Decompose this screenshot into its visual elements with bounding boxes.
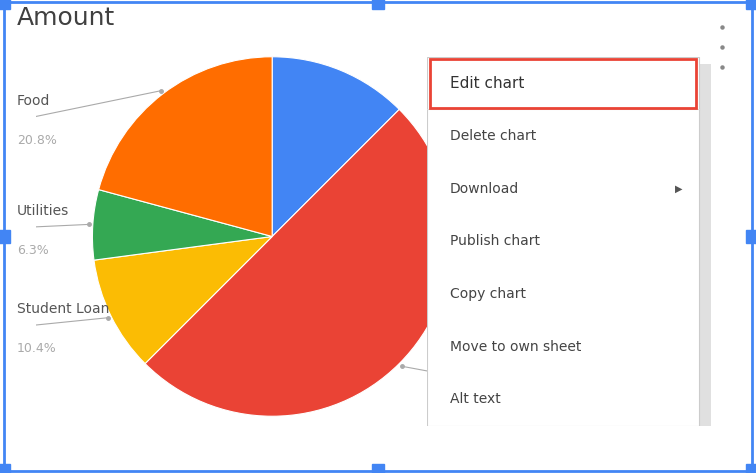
FancyBboxPatch shape xyxy=(432,64,711,433)
FancyBboxPatch shape xyxy=(430,59,696,108)
Text: Copy chart: Copy chart xyxy=(450,287,526,301)
Text: Delete chart: Delete chart xyxy=(450,129,536,143)
Text: Move to own sheet: Move to own sheet xyxy=(450,340,581,354)
Text: Food: Food xyxy=(17,94,50,108)
Wedge shape xyxy=(98,57,272,236)
Wedge shape xyxy=(272,57,399,236)
Text: Amount: Amount xyxy=(17,6,115,30)
Wedge shape xyxy=(145,109,452,416)
FancyBboxPatch shape xyxy=(427,57,699,426)
Text: ▶: ▶ xyxy=(675,184,682,193)
Text: Rent: Rent xyxy=(501,364,533,378)
Text: Publish chart: Publish chart xyxy=(450,234,540,248)
Text: 50.0%: 50.0% xyxy=(493,405,533,418)
Text: Student Loan: Student Loan xyxy=(17,302,109,316)
Text: Download: Download xyxy=(450,182,519,195)
Wedge shape xyxy=(94,236,272,364)
Text: Edit chart: Edit chart xyxy=(450,76,524,91)
Text: Alt text: Alt text xyxy=(450,392,500,406)
Text: 20.8%: 20.8% xyxy=(17,134,57,147)
Text: 6.3%: 6.3% xyxy=(17,244,48,257)
Wedge shape xyxy=(92,190,272,260)
Text: Utilities: Utilities xyxy=(17,203,69,218)
Text: 10.4%: 10.4% xyxy=(17,342,57,355)
